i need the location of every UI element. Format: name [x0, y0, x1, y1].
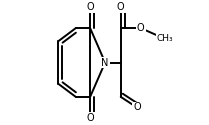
Text: O: O	[117, 2, 125, 12]
Text: O: O	[137, 23, 145, 33]
Text: CH₃: CH₃	[157, 34, 173, 43]
Text: O: O	[86, 2, 94, 12]
Text: O: O	[133, 102, 141, 113]
Text: N: N	[101, 58, 109, 68]
Text: O: O	[86, 113, 94, 123]
